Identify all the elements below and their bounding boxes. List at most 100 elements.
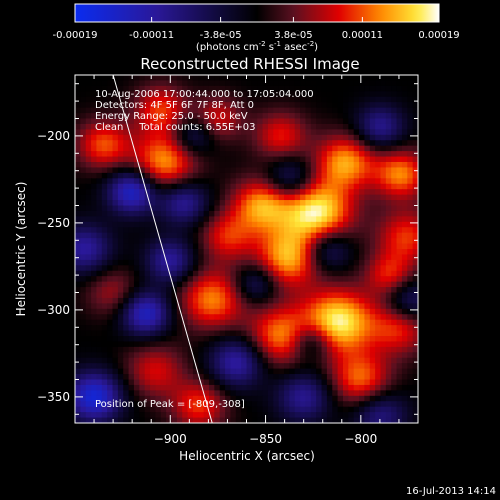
heatmap-cell bbox=[144, 151, 151, 158]
heatmap-cell bbox=[337, 395, 344, 402]
heatmap-cell bbox=[75, 297, 81, 304]
heatmap-cell bbox=[267, 102, 274, 109]
heatmap-cell bbox=[262, 107, 269, 114]
heatmap-cell bbox=[182, 140, 189, 147]
heatmap-cell bbox=[166, 395, 173, 402]
heatmap-cell bbox=[230, 249, 237, 256]
heatmap-cell bbox=[246, 417, 253, 423]
heatmap-cell bbox=[107, 75, 114, 82]
heatmap-cell bbox=[133, 243, 140, 250]
heatmap-cell bbox=[85, 178, 92, 185]
heatmap-cell bbox=[305, 129, 312, 136]
heatmap-cell bbox=[91, 167, 98, 174]
heatmap-cell bbox=[208, 216, 215, 223]
heatmap-cell bbox=[176, 341, 183, 348]
heatmap-cell bbox=[375, 417, 382, 423]
heatmap-cell bbox=[380, 330, 387, 337]
heatmap-cell bbox=[166, 401, 173, 408]
heatmap-cell bbox=[230, 368, 237, 375]
heatmap-cell bbox=[139, 325, 146, 332]
heatmap-cell bbox=[75, 140, 81, 147]
heatmap-cell bbox=[412, 75, 418, 82]
heatmap-cell bbox=[326, 341, 333, 348]
heatmap-cell bbox=[359, 287, 366, 294]
heatmap-cell bbox=[316, 200, 323, 207]
heatmap-cell bbox=[353, 232, 360, 239]
heatmap-cell bbox=[385, 102, 392, 109]
heatmap-cell bbox=[257, 352, 264, 359]
heatmap-cell bbox=[359, 259, 366, 266]
heatmap-cell bbox=[117, 238, 124, 245]
heatmap-cell bbox=[316, 341, 323, 348]
heatmap-cell bbox=[316, 254, 323, 261]
heatmap-cell bbox=[230, 140, 237, 147]
heatmap-cell bbox=[235, 406, 242, 413]
heatmap-cell bbox=[128, 374, 135, 381]
heatmap-cell bbox=[305, 276, 312, 283]
heatmap-cell bbox=[139, 417, 146, 423]
units-exp-cm: -2 bbox=[259, 40, 266, 48]
heatmap-cell bbox=[369, 134, 376, 141]
heatmap-cell bbox=[385, 216, 392, 223]
heatmap-cell bbox=[96, 205, 103, 212]
heatmap-cell bbox=[155, 352, 162, 359]
heatmap-cell bbox=[208, 140, 215, 147]
heatmap-cell bbox=[75, 210, 81, 217]
heatmap-cell bbox=[230, 189, 237, 196]
heatmap-cell bbox=[321, 401, 328, 408]
heatmap-cell bbox=[396, 308, 403, 315]
heatmap-cell bbox=[219, 238, 226, 245]
heatmap-cell bbox=[385, 167, 392, 174]
heatmap-cell bbox=[316, 352, 323, 359]
heatmap-cell bbox=[332, 330, 339, 337]
heatmap-cell bbox=[171, 336, 178, 343]
heatmap-cell bbox=[176, 401, 183, 408]
heatmap-cell bbox=[80, 412, 87, 419]
heatmap-cell bbox=[369, 232, 376, 239]
heatmap-cell bbox=[337, 330, 344, 337]
heatmap-cell bbox=[369, 85, 376, 92]
heatmap-cell bbox=[166, 102, 173, 109]
heatmap-cell bbox=[123, 80, 130, 87]
heatmap-cell bbox=[300, 406, 307, 413]
heatmap-cell bbox=[139, 75, 146, 82]
heatmap-cell bbox=[342, 189, 349, 196]
heatmap-cell bbox=[396, 406, 403, 413]
heatmap-cell bbox=[369, 91, 376, 98]
heatmap-cell bbox=[273, 178, 280, 185]
heatmap-cell bbox=[160, 178, 167, 185]
heatmap-cell bbox=[321, 85, 328, 92]
heatmap-cell bbox=[380, 243, 387, 250]
heatmap-cell bbox=[155, 216, 162, 223]
heatmap-cell bbox=[326, 417, 333, 423]
heatmap-cell bbox=[316, 303, 323, 310]
heatmap-cell bbox=[160, 395, 167, 402]
heatmap-cell bbox=[321, 216, 328, 223]
heatmap-cell bbox=[359, 113, 366, 120]
heatmap-cell bbox=[273, 183, 280, 190]
heatmap-cell bbox=[198, 297, 205, 304]
heatmap-cell bbox=[133, 417, 140, 423]
heatmap-cell bbox=[401, 156, 408, 163]
heatmap-cell bbox=[375, 249, 382, 256]
heatmap-cell bbox=[214, 172, 221, 179]
heatmap-cell bbox=[284, 346, 290, 353]
heatmap-cell bbox=[112, 85, 119, 92]
heatmap-cell bbox=[160, 341, 167, 348]
heatmap-cell bbox=[123, 85, 130, 92]
heatmap-cell bbox=[187, 346, 194, 353]
heatmap-cell bbox=[337, 265, 344, 272]
heatmap-cell bbox=[289, 270, 296, 277]
heatmap-cell bbox=[230, 336, 237, 343]
heatmap-cell bbox=[337, 151, 344, 158]
heatmap-cell bbox=[310, 308, 317, 315]
heatmap-cell bbox=[155, 259, 162, 266]
heatmap-cell bbox=[128, 221, 135, 228]
heatmap-cell bbox=[385, 401, 392, 408]
heatmap-cell bbox=[139, 292, 146, 299]
heatmap-cell bbox=[166, 151, 173, 158]
heatmap-cell bbox=[326, 287, 333, 294]
heatmap-cell bbox=[225, 118, 232, 125]
heatmap-cell bbox=[171, 281, 178, 288]
heatmap-cell bbox=[316, 210, 323, 217]
